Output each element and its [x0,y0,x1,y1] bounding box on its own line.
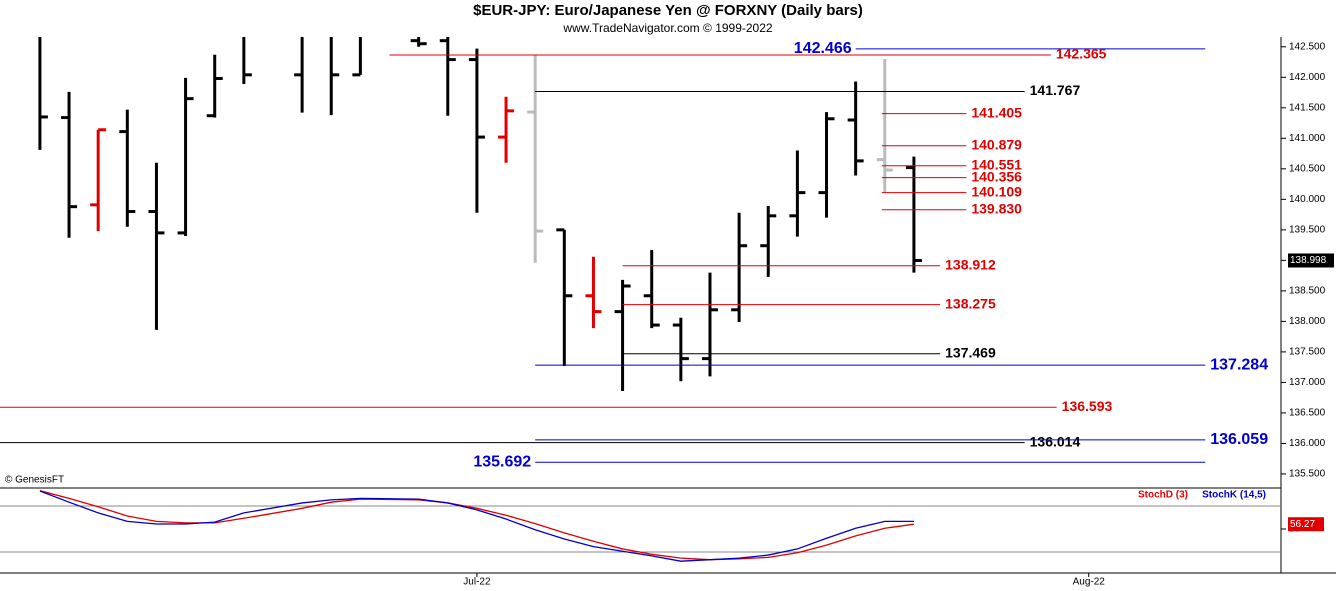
level-label: 140.109 [971,183,1022,199]
y-tick-label: 138.500 [1289,286,1326,297]
level-label: 136.059 [1210,431,1268,448]
last-price-box [1288,253,1334,268]
price-panel [38,37,922,391]
indicator-line [39,490,914,562]
last-price-label: 138.998 [1290,255,1327,266]
level-label: 137.469 [945,345,996,361]
level-label: 139.830 [971,200,1022,216]
watermark: © GenesisFT [5,475,64,486]
y-tick-label: 136.500 [1289,408,1326,419]
y-tick-label: 141.000 [1289,133,1326,144]
y-tick-label: 136.000 [1289,438,1326,449]
level-label: 136.014 [1030,433,1081,449]
chart-subtitle: www.TradeNavigator.com © 1999-2022 [562,21,772,35]
level-label: 135.692 [473,453,531,470]
level-label: 141.405 [971,104,1022,120]
y-tick-label: 137.500 [1289,347,1326,358]
y-tick-label: 137.000 [1289,377,1326,388]
level-label: 138.912 [945,256,996,272]
x-tick-label: Jul-22 [463,577,491,588]
value-label: 56.27 [1290,519,1315,530]
level-label: 137.284 [1210,356,1268,373]
level-label: 140.356 [971,168,1022,184]
y-tick-label: 141.500 [1289,102,1326,113]
level-label: 136.593 [1062,398,1113,414]
x-tick-label: Aug-22 [1073,577,1106,588]
level-label: 138.275 [945,295,996,311]
legend-entry: StochK (14,5) [1202,490,1266,501]
y-tick-label: 138.000 [1289,316,1326,327]
y-tick-label: 140.500 [1289,163,1326,174]
level-label: 140.551 [971,156,1022,172]
level-label: 142.365 [1056,46,1107,62]
y-tick-label: 135.500 [1289,469,1326,480]
y-tick-label: 142.000 [1289,72,1326,83]
value-label-box [1288,517,1324,532]
y-tick-label: 139.500 [1289,224,1326,235]
level-label: 140.879 [971,136,1022,152]
y-tick-label: 140.000 [1289,194,1326,205]
level-label: 142.466 [794,40,852,57]
level-label: 141.767 [1030,82,1081,98]
indicator-line [39,490,915,561]
legend-entry: StochD (3) [1138,490,1188,501]
chart-title: $EUR-JPY: Euro/Japanese Yen @ FORXNY (Da… [473,2,863,19]
y-tick-label: 142.500 [1289,41,1326,52]
